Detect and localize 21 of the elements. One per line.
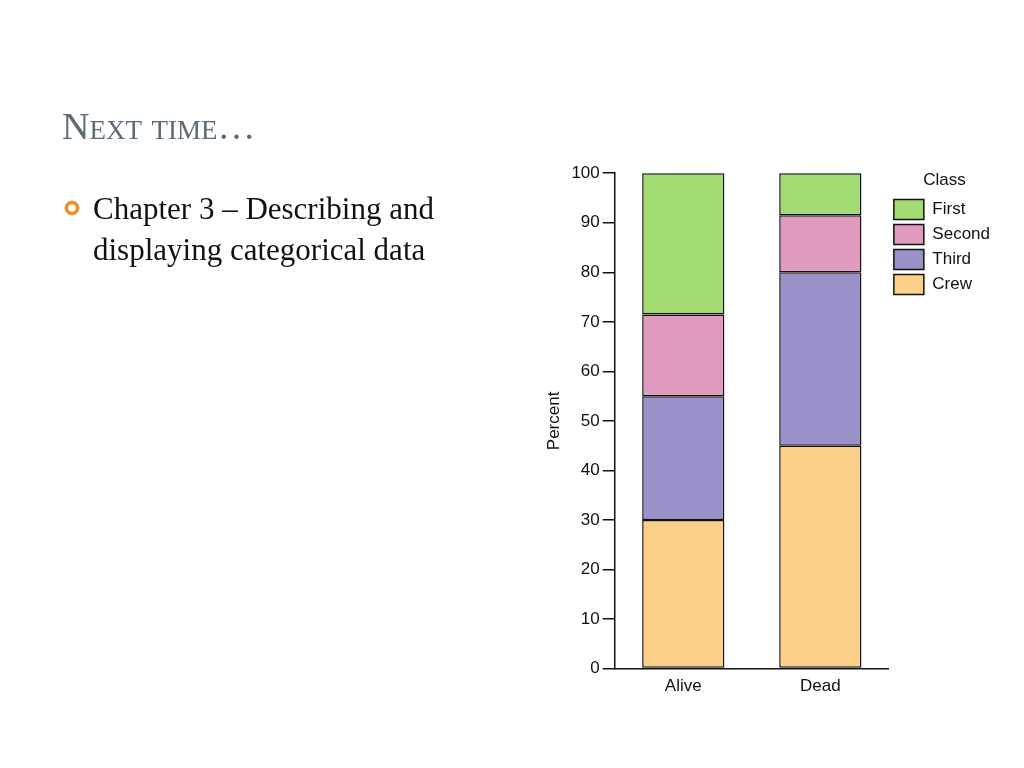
y-tick-label: 50: [580, 410, 600, 430]
text: Chapter 3 – Describing and displaying categorical data: [93, 190, 435, 269]
y-tick-label: 70: [580, 311, 600, 331]
y-tick-label: 80: [580, 261, 600, 281]
legend-label: Second: [932, 224, 991, 244]
legend-label: First: [932, 199, 966, 219]
y-tick-label: 20: [580, 559, 600, 579]
y-axis-title: Percent: [543, 391, 563, 451]
legend-title: Class: [923, 170, 966, 190]
text: Next time…: [62, 104, 256, 148]
y-tick-label: 0: [590, 658, 600, 678]
y-tick-label: 10: [580, 608, 600, 628]
legend-label: Third: [932, 249, 972, 269]
y-tick-label: 100: [571, 162, 600, 182]
y-tick-label: 40: [580, 460, 600, 480]
legend-label: Crew: [932, 274, 973, 294]
x-tick-label: Alive: [664, 676, 702, 696]
y-tick-label: 90: [580, 212, 600, 232]
y-tick-label: 60: [580, 361, 600, 381]
y-tick-label: 30: [580, 509, 600, 529]
x-tick-label: Dead: [800, 676, 841, 696]
